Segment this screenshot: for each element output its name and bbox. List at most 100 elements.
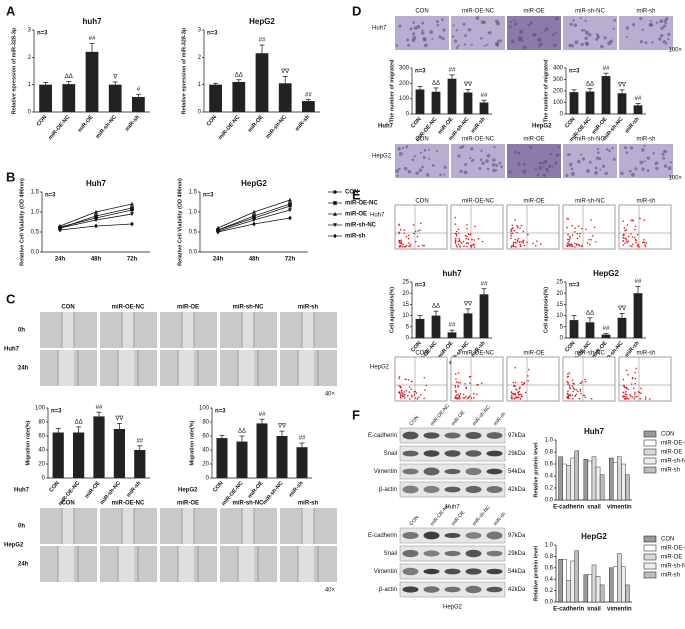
- legend-swatch: [643, 544, 657, 552]
- significance-label: ##: [449, 323, 456, 329]
- x-tick-label: 24h: [55, 257, 66, 263]
- y-axis-label: Cell apoptosis(%): [543, 287, 549, 333]
- scatter-plot-frame: [562, 356, 616, 402]
- cell-texture: [475, 16, 480, 21]
- event-dot: [567, 242, 570, 245]
- note: n=3: [569, 283, 580, 289]
- event-dot: [455, 244, 458, 247]
- y-tick-label: 1.5: [31, 190, 40, 196]
- event-dot: [582, 394, 585, 397]
- chart-title: Huh7: [14, 488, 30, 494]
- bar: [617, 317, 627, 338]
- point: [130, 221, 134, 227]
- event-dot: [645, 242, 648, 245]
- x-tick-label: snail: [587, 607, 601, 613]
- event-dot: [400, 242, 403, 245]
- event-dot: [624, 237, 626, 239]
- event-dot: [568, 240, 570, 243]
- point: [252, 218, 256, 223]
- event-dot: [526, 241, 528, 244]
- event-dot: [638, 246, 640, 248]
- event-dot: [581, 244, 583, 247]
- cell-texture: [508, 25, 512, 29]
- y-tick-label: 20: [556, 291, 563, 297]
- event-dot: [510, 234, 512, 237]
- event-dot: [518, 387, 521, 390]
- cell-texture: [583, 29, 586, 32]
- event-dot: [518, 241, 521, 244]
- significance-label: ∇: [112, 74, 118, 81]
- cell-texture: [527, 23, 531, 27]
- blot-band: [465, 485, 482, 494]
- chart-title: Huh7: [584, 427, 605, 436]
- event-dot: [398, 391, 400, 394]
- event-dot: [511, 398, 513, 400]
- x-tick-label: miR-sh: [124, 114, 141, 133]
- cell-texture: [470, 147, 474, 151]
- cell-texture: [438, 35, 442, 39]
- legend-label: CON: [661, 432, 674, 438]
- cell-texture: [397, 167, 401, 171]
- y-axis-label: The number of migrated: [543, 60, 549, 123]
- significance-label: ##: [305, 92, 312, 98]
- event-dot: [473, 239, 476, 241]
- event-dot: [458, 232, 460, 235]
- bar: [617, 93, 627, 114]
- cell-texture: [425, 173, 430, 177]
- event-dot: [470, 246, 473, 248]
- cell-texture: [517, 162, 521, 166]
- event-dot: [527, 380, 529, 382]
- event-dot: [513, 393, 515, 395]
- cell-texture: [658, 37, 662, 41]
- note: n=3: [415, 283, 426, 289]
- cell-texture: [576, 159, 581, 164]
- point: [288, 208, 292, 213]
- event-dot: [398, 385, 401, 387]
- cell-texture: [395, 169, 399, 173]
- significance-label: ##: [635, 96, 642, 102]
- blot-band: [444, 432, 461, 439]
- y-tick-label: 60: [202, 434, 209, 440]
- event-dot: [524, 391, 527, 394]
- blot-band: [486, 568, 503, 575]
- x-tick-label: 24h: [213, 257, 224, 263]
- row-label: β-actin: [379, 487, 397, 493]
- blot-band: [465, 432, 482, 439]
- cell-texture: [664, 17, 668, 22]
- event-dot: [464, 383, 466, 385]
- event-dot: [465, 386, 468, 388]
- event-dot: [629, 245, 631, 247]
- cell-texture: [608, 149, 611, 153]
- blot-band: [465, 549, 482, 558]
- event-dot: [566, 380, 568, 383]
- y-axis-label: The number of migrated: [389, 60, 395, 123]
- y-tick-label: 400: [553, 66, 564, 72]
- bar: [415, 89, 425, 114]
- cell-label: Huh7: [372, 26, 387, 32]
- event-dot: [512, 392, 514, 395]
- cell-texture: [436, 150, 439, 153]
- event-dot: [637, 243, 639, 246]
- event-dot: [463, 245, 465, 248]
- y-tick-label: 5: [406, 324, 410, 330]
- event-dot: [591, 235, 594, 237]
- event-dot: [465, 242, 468, 244]
- bar: [302, 101, 315, 112]
- scratch-gap: [242, 312, 254, 348]
- event-dot: [403, 391, 406, 393]
- event-dot: [412, 224, 415, 226]
- event-dot: [415, 392, 418, 394]
- size-label: 29kDa: [508, 451, 526, 457]
- panel-label: B: [6, 169, 15, 184]
- legend-marker: [333, 211, 337, 216]
- event-dot: [625, 387, 628, 389]
- y-tick-label: 20: [38, 462, 45, 468]
- row-label: 0h: [18, 328, 25, 334]
- event-dot: [514, 219, 516, 221]
- event-dot: [583, 394, 586, 397]
- cell-texture: [457, 154, 461, 158]
- cell-texture: [545, 168, 549, 172]
- bar: [587, 460, 593, 501]
- event-dot: [644, 396, 647, 398]
- blot-band: [486, 450, 503, 457]
